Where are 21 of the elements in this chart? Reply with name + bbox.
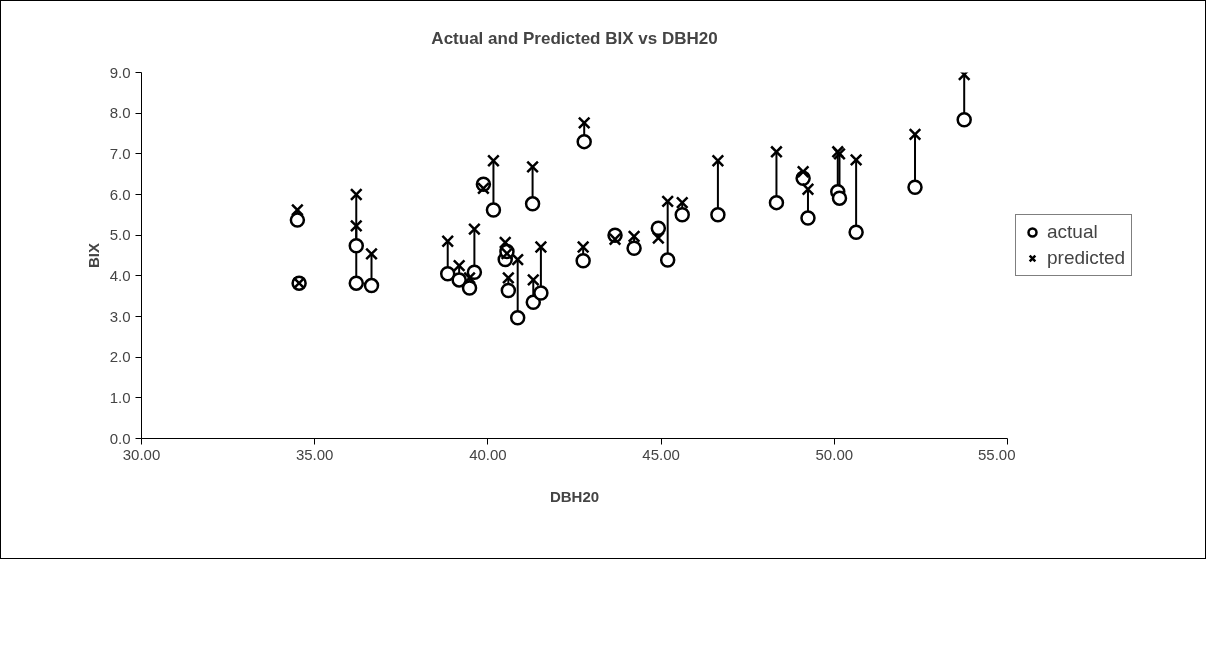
- chart-title: Actual and Predicted BIX vs DBH20: [431, 28, 718, 48]
- y-tick-label: 7.0: [109, 144, 131, 162]
- y-tick-label: 0.0: [109, 429, 131, 447]
- y-tick-label: 9.0: [109, 63, 131, 81]
- x-tick-label: 50.00: [815, 445, 854, 463]
- y-tick-label: 5.0: [109, 226, 131, 244]
- x-tick-label: 35.00: [295, 445, 334, 463]
- y-tick-label: 8.0: [109, 104, 131, 122]
- x-tick-label: 30.00: [122, 445, 161, 463]
- y-axis-title: BIX: [84, 242, 102, 268]
- y-tick-label: 3.0: [109, 307, 131, 325]
- x-tick-label: 45.00: [642, 445, 680, 463]
- y-tick-label: 1.0: [109, 388, 131, 406]
- y-tick-label: 2.0: [109, 348, 131, 366]
- legend-label: actual: [1047, 220, 1098, 243]
- x-tick-label: 55.00: [977, 445, 1016, 463]
- legend-label: predicted: [1047, 246, 1126, 269]
- x-axis-title: DBH20: [549, 487, 600, 505]
- y-tick-label: 6.0: [109, 185, 131, 203]
- y-tick-label: 4.0: [109, 266, 131, 284]
- x-tick-label: 40.00: [469, 445, 507, 463]
